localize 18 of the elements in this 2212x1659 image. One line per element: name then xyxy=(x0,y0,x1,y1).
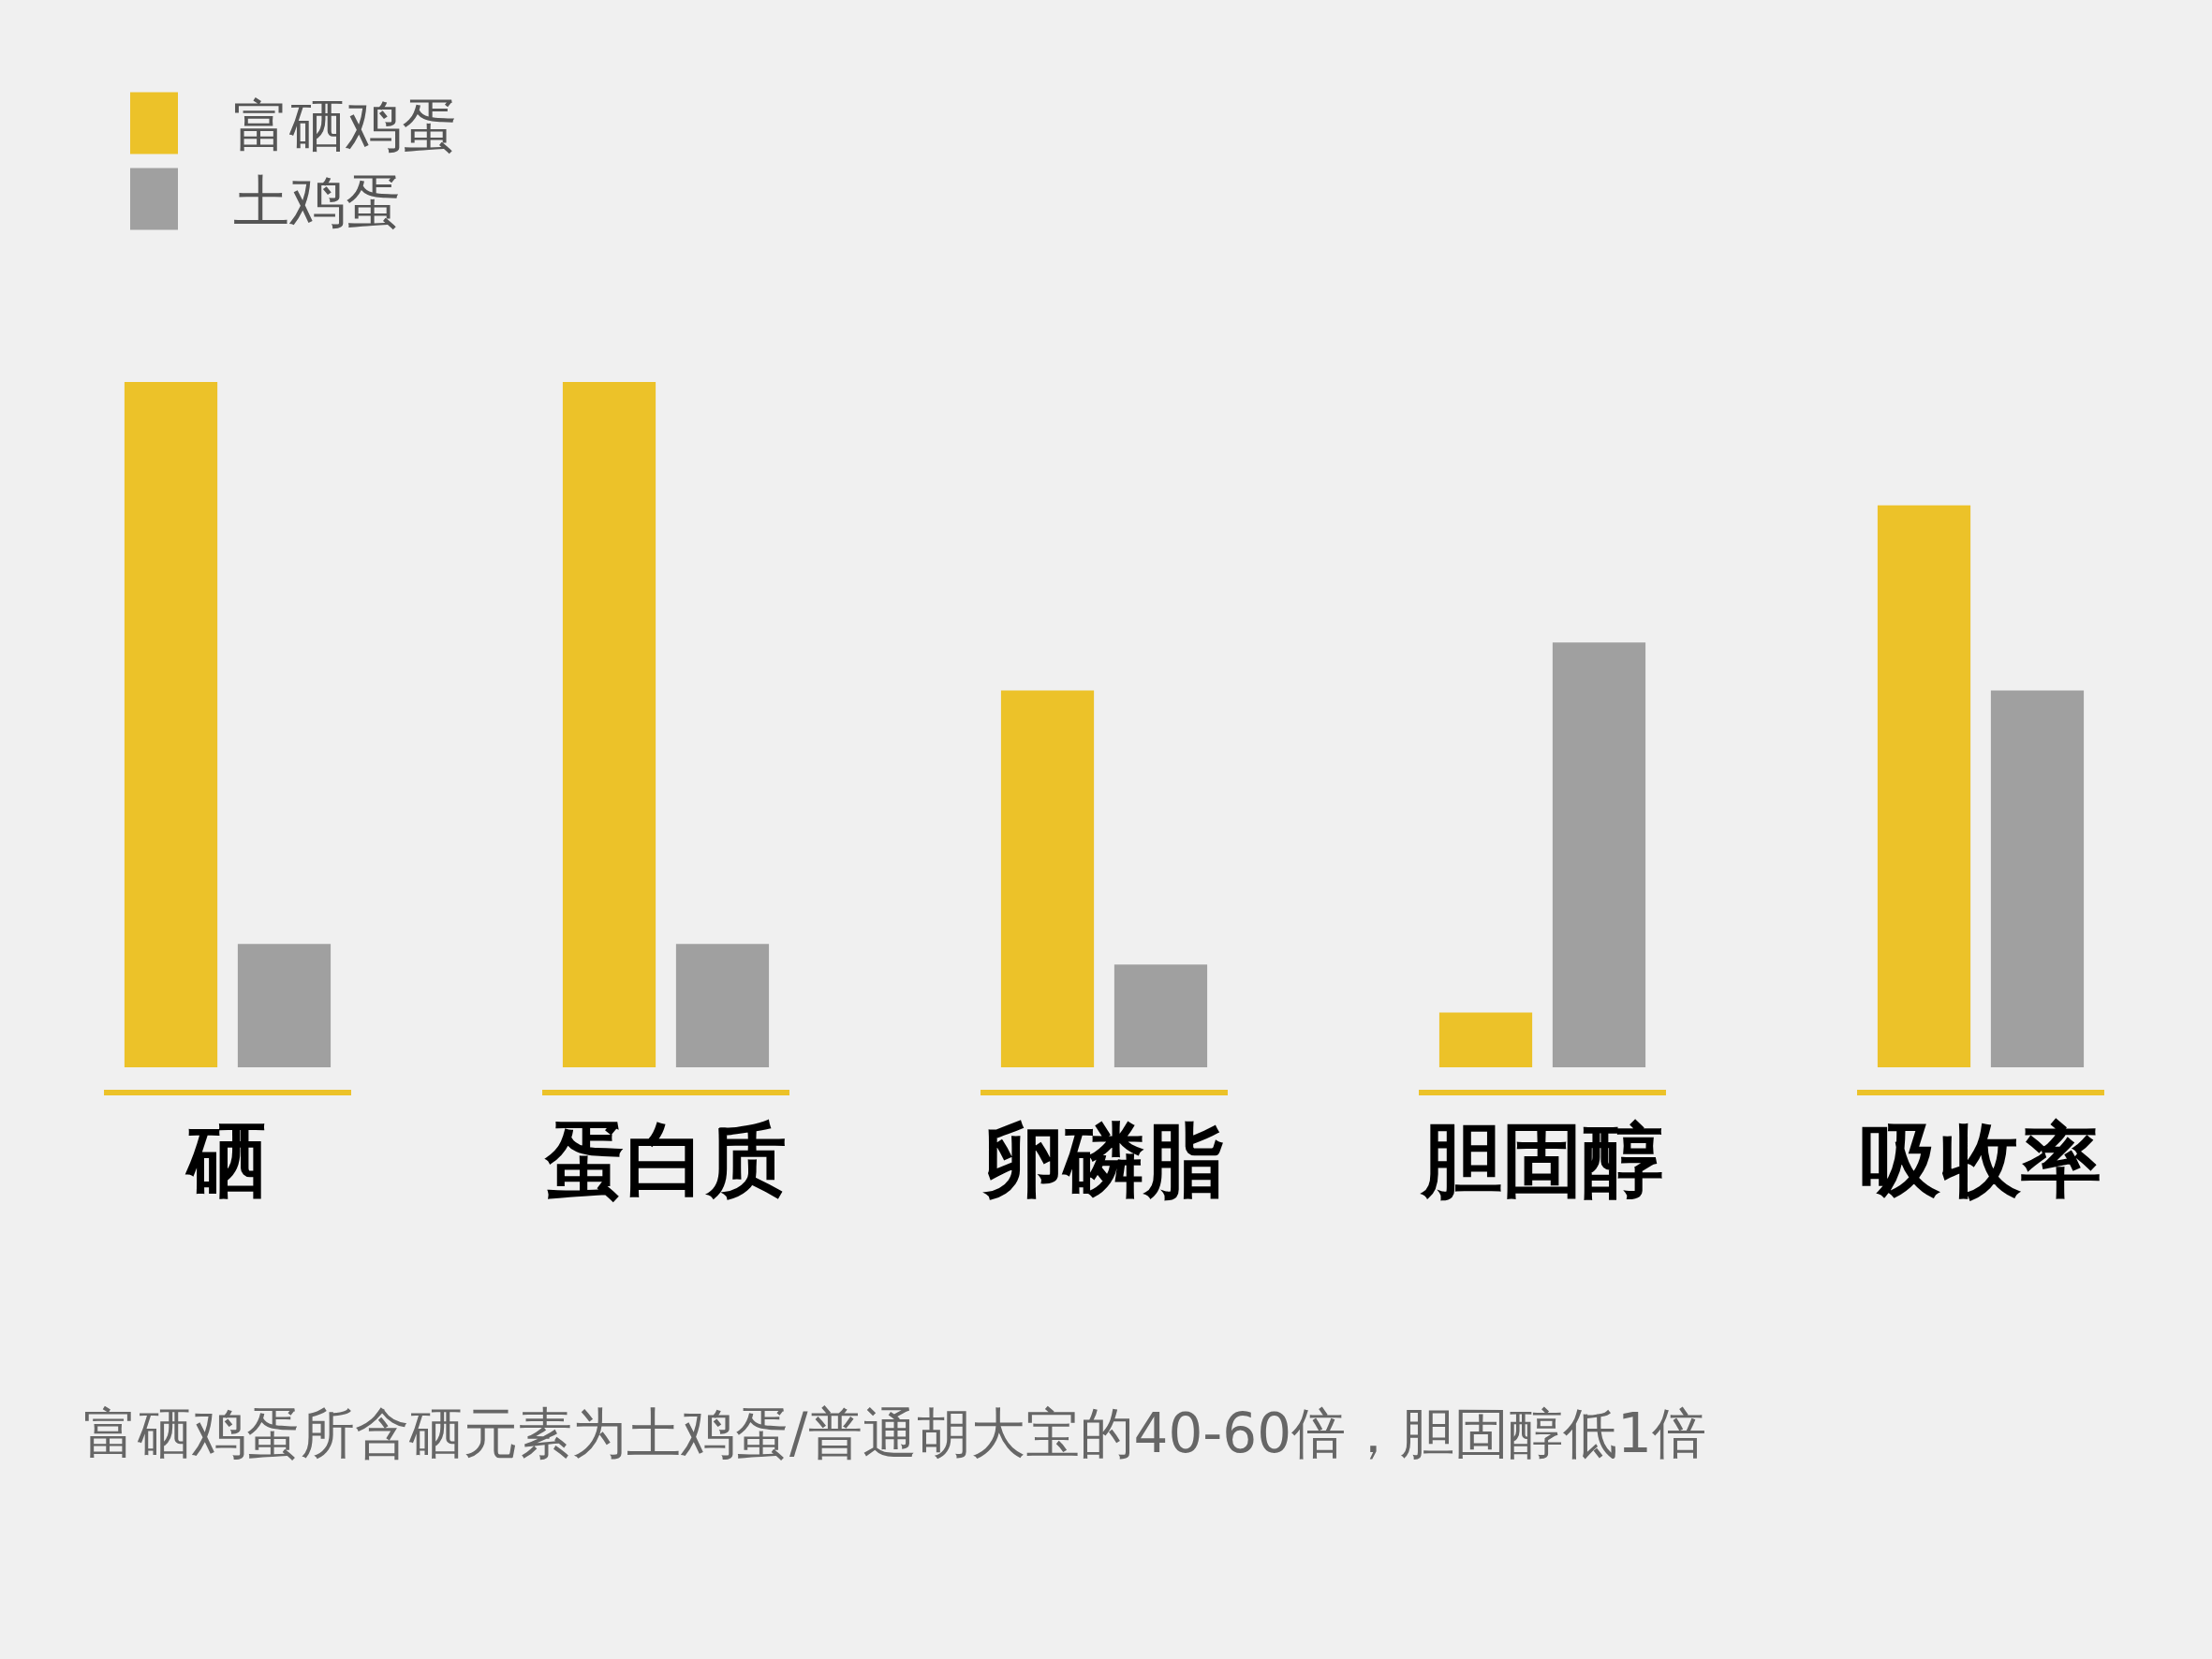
x-tick-label: 蛋白质 xyxy=(544,1113,787,1207)
text: 富硒鸡蛋所含硒元素为土鸡蛋/普通胡大宝的40-60倍，胆固醇低1倍 xyxy=(83,1402,1706,1465)
bar xyxy=(1113,964,1208,1067)
legend-label: 富硒鸡蛋 xyxy=(233,92,458,158)
x-tick-label: 硒 xyxy=(184,1113,268,1207)
x-tick-label: 卵磷脂 xyxy=(982,1113,1225,1207)
bar xyxy=(1000,690,1095,1067)
bar xyxy=(237,944,332,1067)
bar xyxy=(675,944,770,1067)
bar xyxy=(1877,505,1971,1067)
bar xyxy=(124,382,218,1067)
x-tick-label: 吸收率 xyxy=(1860,1113,2101,1207)
x-tick-label: 胆固醇 xyxy=(1420,1113,1663,1207)
legend-label: 土鸡蛋 xyxy=(233,168,402,234)
bar xyxy=(1990,690,2085,1067)
bar xyxy=(562,382,656,1067)
bar xyxy=(1438,1012,1533,1067)
bar xyxy=(1552,642,1646,1067)
